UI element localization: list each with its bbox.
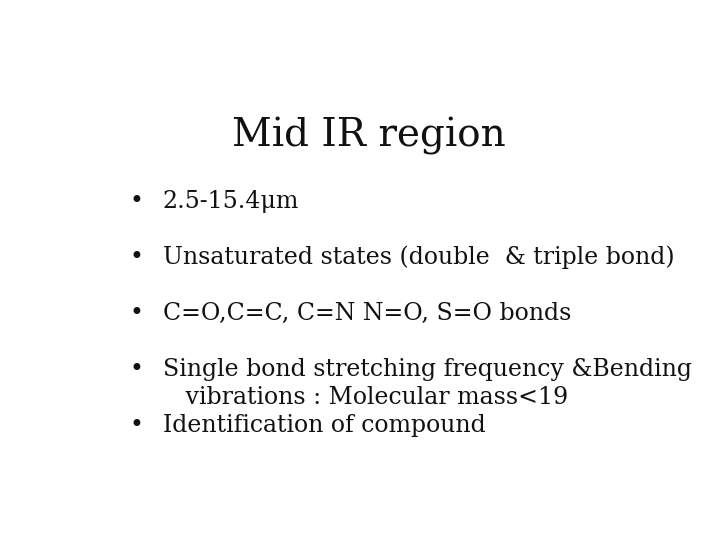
Text: •: •: [129, 246, 143, 269]
Text: Single bond stretching frequency &Bending
   vibrations : Molecular mass<19: Single bond stretching frequency &Bendin…: [163, 358, 691, 409]
Text: •: •: [129, 358, 143, 381]
Text: Identification of compound: Identification of compound: [163, 414, 485, 437]
Text: •: •: [129, 302, 143, 325]
Text: •: •: [129, 414, 143, 437]
Text: 2.5-15.4μm: 2.5-15.4μm: [163, 190, 299, 213]
Text: •: •: [129, 190, 143, 213]
Text: Unsaturated states (double  & triple bond): Unsaturated states (double & triple bond…: [163, 246, 674, 269]
Text: C=O,C=C, C=N N=O, S=O bonds: C=O,C=C, C=N N=O, S=O bonds: [163, 302, 571, 325]
Text: Mid IR region: Mid IR region: [232, 117, 506, 155]
